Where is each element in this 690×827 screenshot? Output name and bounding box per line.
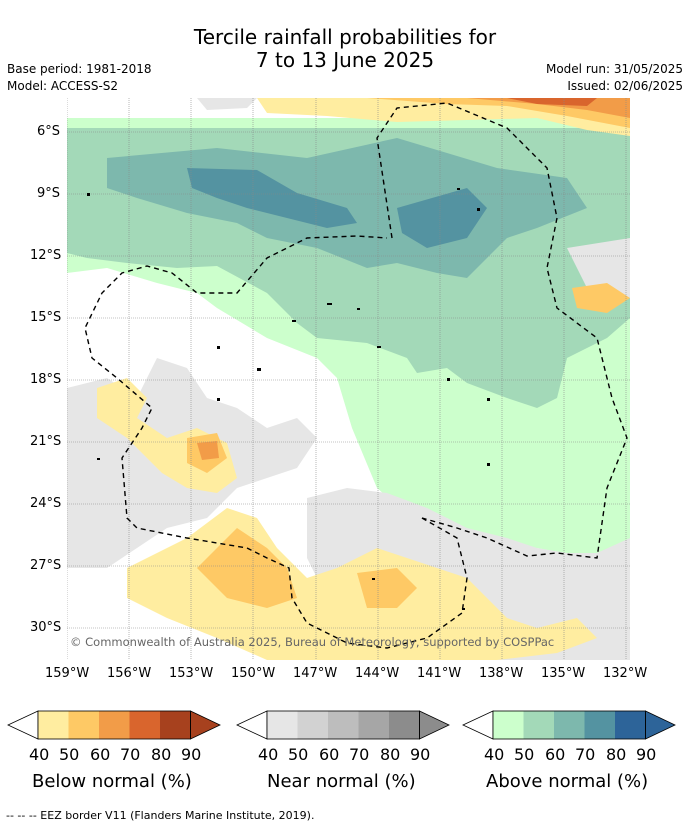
colorbar-near xyxy=(236,710,450,740)
lon-label: 144°W xyxy=(355,666,400,681)
below-normal-60-west xyxy=(197,441,219,460)
above-tick: 70 xyxy=(575,745,596,764)
lon-label: 138°W xyxy=(479,666,524,681)
above-swatch-80 xyxy=(615,711,646,739)
above-tick: 50 xyxy=(514,745,535,764)
lon-label: 135°W xyxy=(541,666,586,681)
near-tick: 50 xyxy=(288,745,309,764)
near-swatch-40 xyxy=(267,711,298,739)
lat-label: 21°S xyxy=(30,434,62,449)
above-tick: 60 xyxy=(545,745,566,764)
colorbar-title-below: Below normal (%) xyxy=(32,771,192,792)
lon-label: 141°W xyxy=(417,666,462,681)
lat-label: 27°S xyxy=(30,558,62,573)
below-normal-50-patch-east xyxy=(572,283,630,313)
colorbar-title-near: Near normal (%) xyxy=(267,771,416,792)
below-tick: 80 xyxy=(151,745,172,764)
title-line-1: Tercile rainfall probabilities for xyxy=(193,25,497,49)
near-normal-region-top xyxy=(197,98,257,110)
below-swatch-40 xyxy=(38,711,69,739)
graticule xyxy=(67,98,630,660)
lat-label: 6°S xyxy=(37,124,61,139)
near-swatch-50 xyxy=(297,711,328,739)
lon-label: 153°W xyxy=(169,666,214,681)
lat-label: 15°S xyxy=(30,310,62,325)
lat-label: 18°S xyxy=(30,372,62,387)
above-tick: 40 xyxy=(484,745,505,764)
above-normal-70-east xyxy=(397,188,487,248)
near-swatch-60 xyxy=(328,711,359,739)
lat-label: 30°S xyxy=(30,620,62,635)
eez-border-legend: -- -- -- EEZ border V11 (Flanders Marine… xyxy=(6,809,315,822)
colorbar-above xyxy=(462,710,676,740)
map-panel: © Commonwealth of Australia 2025, Bureau… xyxy=(67,98,630,660)
title-line-2: 7 to 13 June 2025 xyxy=(255,48,435,72)
above-tick: 90 xyxy=(636,745,657,764)
model-name: Model: ACCESS-S2 xyxy=(7,79,119,93)
above-normal-70-region xyxy=(187,168,357,228)
lat-label: 12°S xyxy=(30,248,62,263)
below-tick: 60 xyxy=(90,745,111,764)
near-normal-region-ne xyxy=(567,238,630,298)
model-run: Model run: 31/05/2025 xyxy=(545,62,683,76)
above-swatch-50 xyxy=(523,711,554,739)
near-swatch-80 xyxy=(389,711,420,739)
below-swatch-70 xyxy=(129,711,160,739)
near-tick: 40 xyxy=(258,745,279,764)
above-swatch-40 xyxy=(493,711,524,739)
lon-label: 156°W xyxy=(107,666,152,681)
issued-date: Issued: 02/06/2025 xyxy=(567,79,683,93)
below-tick: 90 xyxy=(181,745,202,764)
below-swatch-80 xyxy=(160,711,191,739)
lon-label: 132°W xyxy=(603,666,648,681)
map-svg: © Commonwealth of Australia 2025, Bureau… xyxy=(67,98,630,660)
above-swatch-60 xyxy=(554,711,585,739)
lat-label: 9°S xyxy=(37,186,61,201)
islands xyxy=(87,188,490,610)
below-tick: 50 xyxy=(59,745,80,764)
lat-label: 24°S xyxy=(30,496,62,511)
below-normal-50-south xyxy=(197,528,297,608)
near-tick: 80 xyxy=(380,745,401,764)
colorbar-below xyxy=(7,710,221,740)
near-tick: 70 xyxy=(349,745,370,764)
above-swatch-70 xyxy=(584,711,615,739)
near-swatch-70 xyxy=(358,711,389,739)
colorbar-title-above: Above normal (%) xyxy=(486,771,649,792)
below-tick: 40 xyxy=(29,745,50,764)
lon-label: 150°W xyxy=(231,666,276,681)
above-tick: 80 xyxy=(606,745,627,764)
below-swatch-50 xyxy=(68,711,99,739)
near-tick: 90 xyxy=(410,745,431,764)
below-tick: 70 xyxy=(120,745,141,764)
near-tick: 60 xyxy=(319,745,340,764)
eez-borders xyxy=(84,102,628,649)
lon-label: 147°W xyxy=(293,666,338,681)
copyright-note: © Commonwealth of Australia 2025, Bureau… xyxy=(70,635,554,649)
lon-label: 159°W xyxy=(45,666,90,681)
colorbars xyxy=(7,710,676,740)
below-normal-70-north xyxy=(507,98,597,106)
below-swatch-60 xyxy=(99,711,130,739)
base-period: Base period: 1981-2018 xyxy=(7,62,152,76)
